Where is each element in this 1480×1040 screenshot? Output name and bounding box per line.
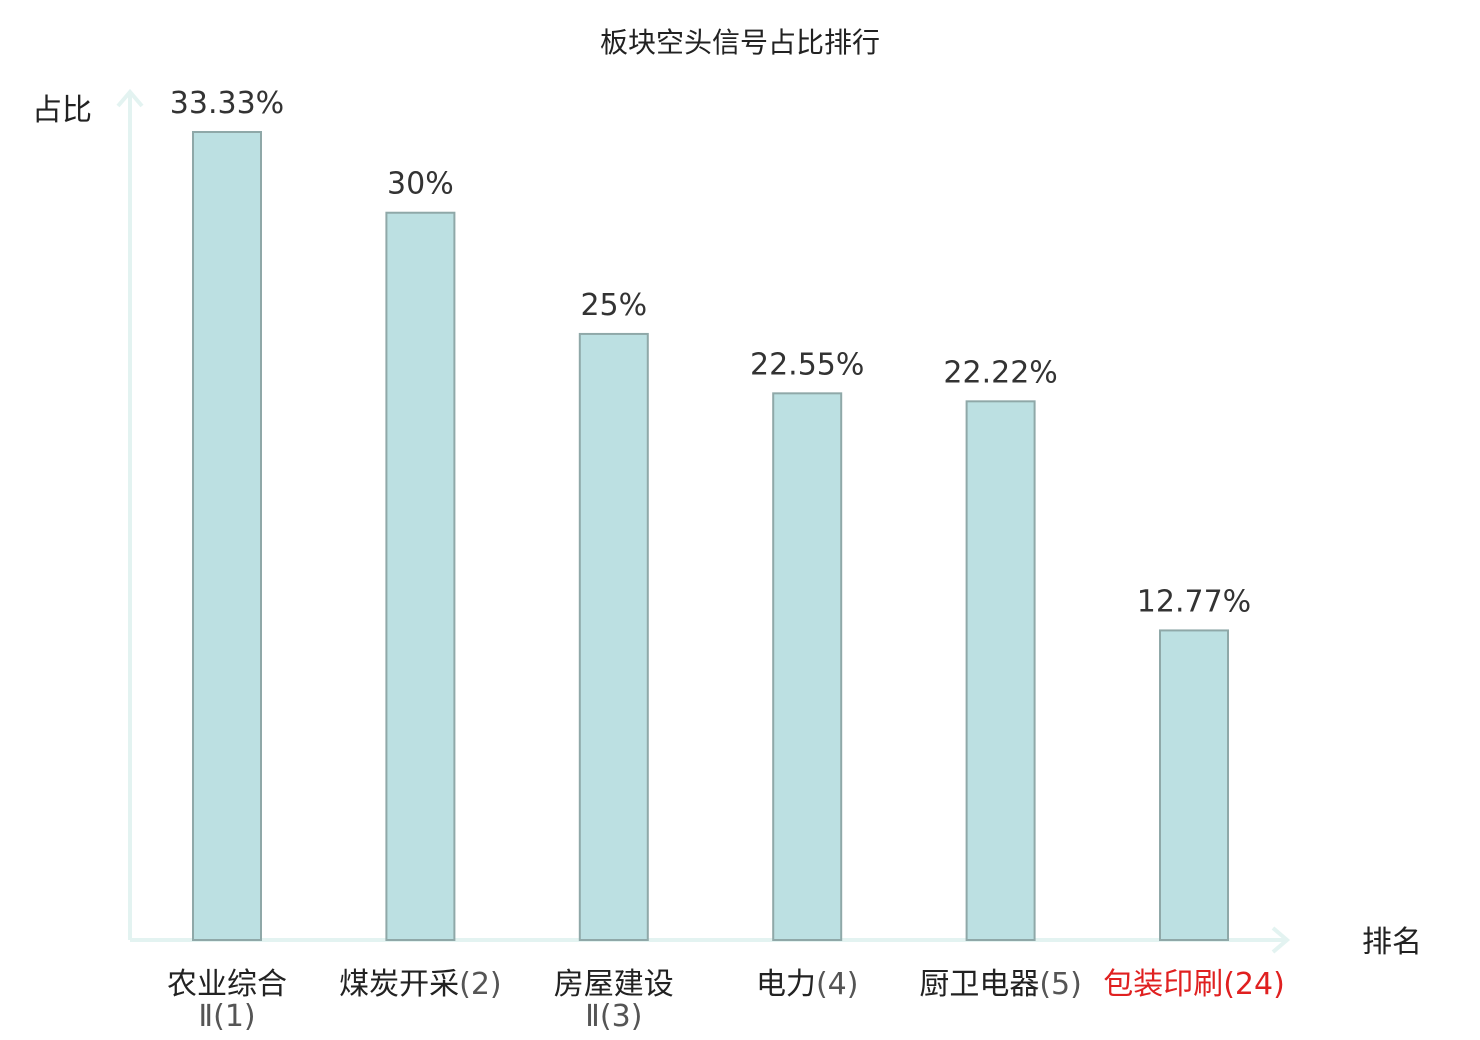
value-label-2: 30% (387, 167, 454, 202)
y-axis-arrow (116, 88, 144, 108)
svg-text:电力(4): 电力(4) (756, 967, 859, 1002)
category-label-5: 厨卫电器(5) (919, 967, 1082, 1002)
category-name: 房屋建设 (554, 967, 674, 1002)
category-rank: (5) (1039, 967, 1082, 1002)
category-label-4: 电力(4) (756, 967, 859, 1002)
category-name: 电力 (756, 967, 816, 1002)
x-axis-arrow (1271, 926, 1291, 954)
category-label-2: 煤炭开采(2) (339, 967, 502, 1002)
category-name: 煤炭开采 (339, 967, 459, 1002)
svg-text:包装印刷(24): 包装印刷(24) (1103, 967, 1285, 1002)
svg-text:厨卫电器(5): 厨卫电器(5) (919, 967, 1082, 1002)
bar-1 (192, 131, 262, 941)
value-label-5: 22.22% (943, 355, 1057, 390)
category-rank: Ⅱ(1) (198, 999, 255, 1034)
svg-text:煤炭开采(2): 煤炭开采(2) (339, 967, 502, 1002)
chart-title: 板块空头信号占比排行 (600, 26, 880, 59)
category-name: 农业综合 (167, 967, 287, 1002)
y-axis-label: 占比 (32, 93, 92, 128)
category-name: 厨卫电器 (919, 967, 1039, 1002)
bar-2 (385, 211, 456, 941)
category-name: 包装印刷 (1103, 967, 1223, 1002)
bar-4 (772, 392, 843, 942)
x-axis-label: 排名 (1362, 925, 1422, 960)
value-labels-group: 33.33% 30% 25% 22.55% 22.22% 12.77% (170, 86, 1251, 619)
category-rank: Ⅱ(3) (585, 999, 642, 1034)
value-label-3: 25% (580, 288, 647, 323)
bars-group (192, 131, 1229, 942)
category-rank: (24) (1223, 967, 1285, 1002)
value-label-1: 33.33% (170, 86, 284, 121)
bar-6 (1159, 629, 1229, 941)
category-label-6: 包装印刷(24) (1103, 967, 1285, 1002)
bar-3 (578, 332, 649, 941)
category-rank: (4) (816, 967, 859, 1002)
category-rank: (2) (459, 967, 502, 1002)
value-label-4: 22.55% (750, 347, 864, 382)
bar-5 (965, 400, 1036, 942)
value-label-6: 12.77% (1137, 584, 1251, 619)
